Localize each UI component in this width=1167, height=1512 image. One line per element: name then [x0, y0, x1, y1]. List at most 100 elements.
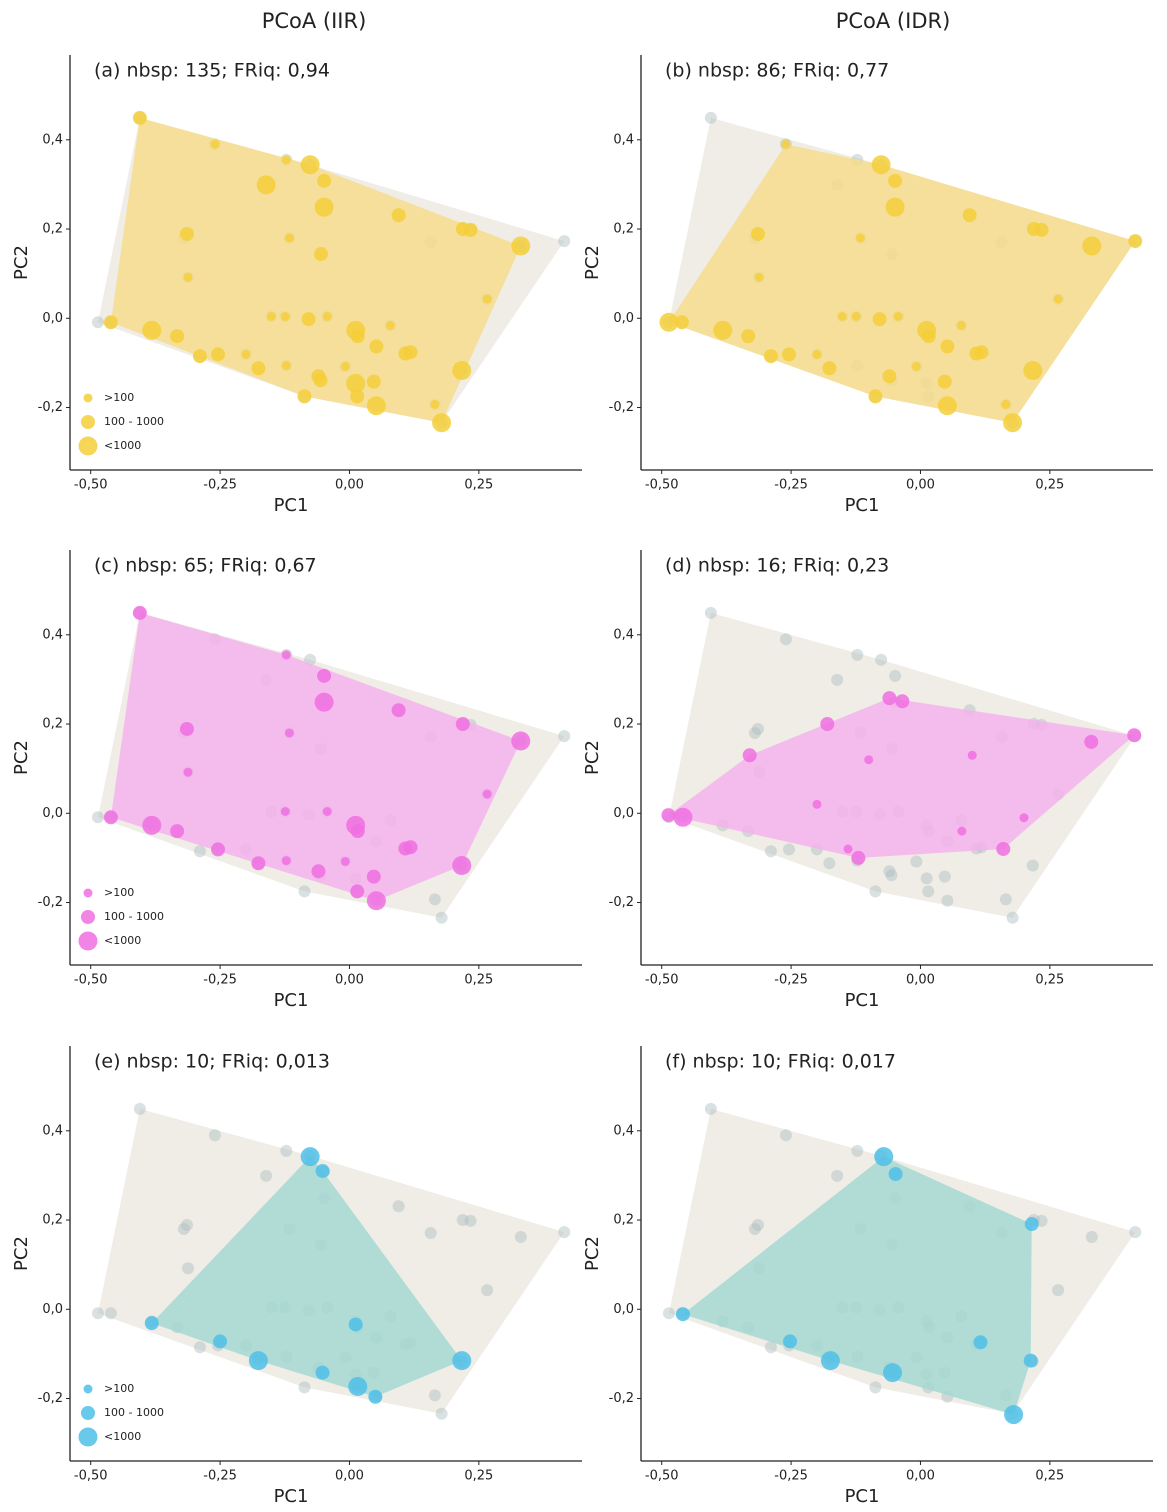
x-tick-label: -0,50 [74, 1469, 108, 1484]
pool-point [831, 1169, 844, 1182]
pool-point [920, 872, 933, 885]
point [820, 717, 835, 732]
pool-point [748, 1222, 761, 1235]
point [340, 361, 350, 371]
point [391, 208, 406, 223]
x-tick-label: -0,25 [774, 478, 808, 493]
point [170, 824, 185, 839]
x-axis-label: PC1 [845, 990, 880, 1011]
x-axis-label: PC1 [845, 495, 880, 516]
point [346, 320, 366, 340]
x-tick-label: 0,00 [335, 973, 364, 988]
point [183, 767, 193, 777]
point [297, 389, 312, 404]
point [266, 311, 276, 321]
pool-point [260, 1169, 273, 1182]
point [888, 173, 903, 188]
point [132, 605, 147, 620]
point [661, 808, 676, 823]
point [317, 668, 332, 683]
point [1003, 413, 1023, 433]
x-tick-label: 0,25 [1035, 478, 1064, 493]
pool-point [869, 885, 882, 898]
pool-point [704, 1102, 717, 1115]
x-tick-label: 0,25 [464, 1469, 493, 1484]
pool-point [851, 1144, 864, 1157]
point [256, 175, 276, 195]
point [241, 349, 251, 359]
pool-point [91, 316, 104, 329]
point [432, 413, 452, 433]
point [820, 1351, 840, 1371]
point [348, 1376, 368, 1396]
point [782, 347, 797, 362]
point [281, 155, 291, 165]
legend-label: 100 - 1000 [104, 910, 164, 923]
point [883, 1363, 903, 1383]
pool-point [514, 1230, 527, 1243]
point [851, 311, 861, 321]
x-tick-label: -0,50 [645, 1469, 679, 1484]
point [754, 272, 764, 282]
point [284, 728, 294, 738]
x-tick-label: 0,00 [906, 1469, 935, 1484]
pool-point [435, 1407, 448, 1420]
point [763, 349, 778, 364]
point [674, 315, 689, 330]
point [369, 339, 384, 354]
pool-point [1085, 1230, 1098, 1243]
legend-label: 100 - 1000 [104, 415, 164, 428]
y-axis-label: PC2 [582, 740, 603, 775]
point [1023, 360, 1043, 380]
x-tick-label: -0,50 [645, 973, 679, 988]
x-tick-label: 0,00 [335, 1469, 364, 1484]
pool-point [558, 1226, 571, 1239]
pool-point [1129, 1226, 1142, 1239]
pool-point [298, 1381, 311, 1394]
point [937, 374, 952, 389]
point [346, 373, 366, 393]
hull [110, 117, 521, 423]
point [957, 826, 967, 836]
point [213, 1334, 228, 1349]
hull [682, 1156, 1032, 1415]
point [350, 389, 365, 404]
point [366, 396, 386, 416]
point [888, 1167, 903, 1182]
point [511, 731, 531, 751]
y-tick-label: 0,2 [42, 717, 63, 732]
point [211, 842, 226, 857]
x-tick-label: -0,25 [203, 973, 237, 988]
point [322, 806, 332, 816]
pool-point [456, 1214, 469, 1227]
point [452, 855, 472, 875]
pool-point [999, 893, 1012, 906]
pool-point [177, 1222, 190, 1235]
legend-marker [81, 910, 95, 924]
pool-point [133, 1102, 146, 1115]
point [301, 312, 316, 327]
y-tick-label: -0,2 [38, 400, 63, 415]
legend-marker [78, 931, 98, 951]
point [391, 703, 406, 718]
legend-marker [83, 393, 93, 403]
point [211, 347, 226, 362]
point [812, 349, 822, 359]
point [1084, 734, 1099, 749]
column-title: PCoA (IDR) [836, 9, 951, 33]
pool-point [779, 633, 792, 646]
point [750, 226, 765, 241]
point [851, 850, 866, 865]
point [142, 815, 162, 835]
point [482, 789, 492, 799]
point [314, 692, 334, 712]
point [911, 361, 921, 371]
point [742, 748, 757, 763]
pool-point [435, 911, 448, 924]
y-tick-label: 0,4 [42, 627, 63, 642]
pool-point [783, 843, 796, 856]
point [1019, 813, 1029, 823]
point [251, 361, 266, 376]
y-tick-label: 0,2 [42, 222, 63, 237]
